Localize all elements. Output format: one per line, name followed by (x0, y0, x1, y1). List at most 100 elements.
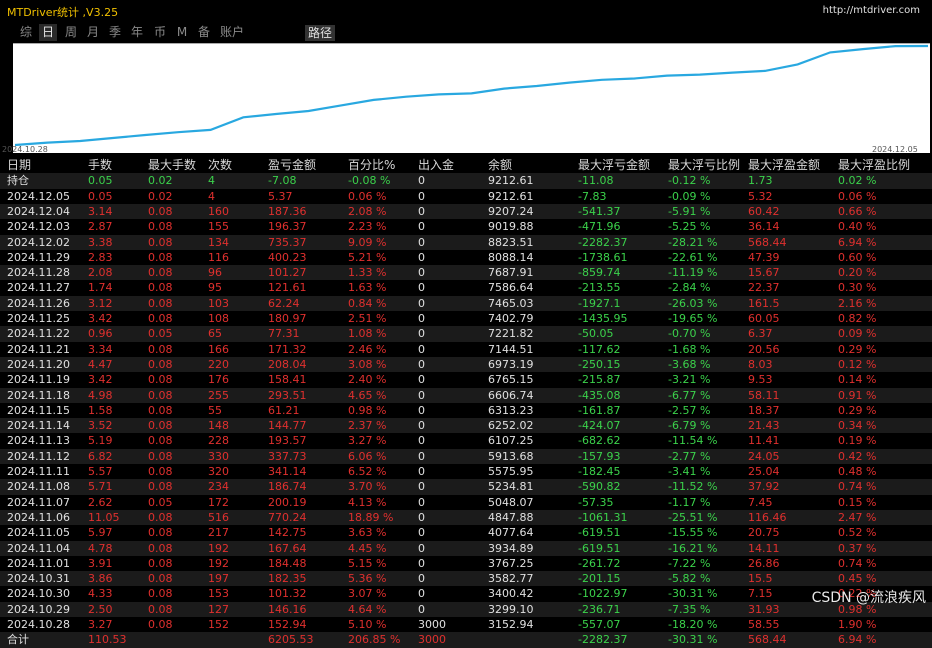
table-cell: -3.21 % (668, 373, 711, 387)
table-cell: 0.42 % (838, 449, 877, 463)
table-cell: 0 (418, 556, 425, 570)
table-cell: 6205.53 (268, 633, 314, 647)
table-cell: -16.21 % (668, 541, 718, 555)
table-row[interactable]: 2024.11.04 4.78 0.08 192 167.64 4.45 % 0 3934.8… (0, 540, 932, 556)
path-button[interactable]: 路径 (305, 25, 335, 41)
table-cell: -11.52 % (668, 480, 718, 494)
table-cell: 持仓 (7, 174, 29, 188)
table-cell: -435.08 (578, 388, 621, 402)
table-cell: -1061.31 (578, 510, 628, 524)
table-row[interactable]: 2024.12.02 3.38 0.08 134 735.37 9.09 % 0 8823.5… (0, 234, 932, 250)
website-link[interactable]: http://mtdriver.com (822, 5, 920, 16)
table-row[interactable]: 2024.11.05 5.97 0.08 217 142.75 3.63 % 0 4077.6… (0, 525, 932, 540)
table-cell: 0.08 (148, 281, 173, 295)
table-row[interactable]: 2024.10.28 3.27 0.08 152 152.94 5.10 % 3000 315… (0, 617, 932, 632)
table-cell: 3.86 (88, 572, 113, 586)
table-cell: 187.36 (268, 204, 307, 218)
table-row[interactable]: 2024.11.15 1.58 0.08 55 61.21 0.98 % 0 6313.23 -… (0, 403, 932, 418)
table-cell: 184.48 (268, 556, 307, 570)
table-header: 日期 手数 最大手数 次数 盈亏金额 百分比% 出入金 余额 最大浮亏金额 最大浮亏比例 最大浮盈金… (0, 158, 932, 173)
table-cell: 0.06 % (838, 189, 877, 203)
tab-4[interactable]: 季 (108, 25, 121, 39)
table-row[interactable]: 2024.11.12 6.82 0.08 330 337.73 6.06 % 0 5913.6… (0, 448, 932, 464)
table-cell: 0.08 (148, 541, 173, 555)
table-cell: 0.08 (148, 526, 173, 540)
table-row[interactable]: 2024.11.13 5.19 0.08 228 193.57 3.27 % 0 6107.2… (0, 433, 932, 448)
table-cell: 5.57 (88, 465, 113, 478)
tab-3[interactable]: 月 (86, 25, 99, 39)
table-cell: 0 (418, 480, 425, 494)
table-cell: 116 (208, 250, 229, 264)
table-cell: 22.37 (748, 281, 780, 295)
table-row[interactable]: 2024.11.08 5.71 0.08 234 186.74 3.70 % 0 5234.8… (0, 479, 932, 495)
table-cell: 0 (418, 495, 425, 509)
tab-5[interactable]: 年 (130, 25, 143, 39)
table-cell: 62.24 (268, 296, 300, 310)
table-row[interactable]: 2024.10.31 3.86 0.08 197 182.35 5.36 % 0 3582.7… (0, 571, 932, 587)
table-row[interactable]: 2024.11.14 3.52 0.08 148 144.77 2.37 % 0 6252.0… (0, 418, 932, 434)
table-cell: 134 (208, 235, 229, 249)
table-cell: 5.21 % (348, 250, 387, 264)
table-cell: -25.51 % (668, 510, 718, 524)
table-row[interactable]: 2024.10.30 4.33 0.08 153 101.32 3.07 % 0 3400.4… (0, 586, 932, 601)
table-row[interactable]: 2024.11.21 3.34 0.08 166 171.32 2.46 % 0 7144.5… (0, 342, 932, 357)
table-cell: 2.37 % (348, 419, 387, 433)
table-row[interactable]: 2024.11.07 2.62 0.05 172 200.19 4.13 % 0 5048.0… (0, 495, 932, 510)
table-cell: 3.08 % (348, 357, 387, 371)
tab-2[interactable]: 周 (64, 25, 77, 39)
table-cell: 3299.10 (488, 602, 534, 616)
table-row[interactable]: 2024.12.04 3.14 0.08 160 187.36 2.08 % 0 9207.2… (0, 203, 932, 220)
table-row[interactable]: 2024.11.29 2.83 0.08 116 400.23 5.21 % 0 8088.1… (0, 250, 932, 265)
table-cell: 6107.25 (488, 434, 534, 448)
total-row[interactable]: 合计 110.53 6205.53 206.85 % 3000 -2282.37 -30.3… (0, 632, 932, 648)
table-row[interactable]: 2024.11.26 3.12 0.08 103 62.24 0.84 % 0 7465.03… (0, 295, 932, 311)
table-row[interactable]: 2024.11.18 4.98 0.08 255 293.51 4.65 % 0 6606.7… (0, 387, 932, 403)
table-row[interactable]: 2024.11.20 4.47 0.08 220 208.04 3.08 % 0 6973.1… (0, 356, 932, 373)
table-cell: 55 (208, 403, 222, 417)
table-row[interactable]: 2024.11.11 5.57 0.08 320 341.14 6.52 % 0 5575.9… (0, 464, 932, 479)
holding-row[interactable]: 持仓 0.05 0.02 4 -7.08 -0.08 % 0 9212.61 -11.08 -0.… (0, 173, 932, 189)
table-cell: 0.08 (148, 587, 173, 601)
table-cell: 0.12 % (838, 357, 877, 371)
table-cell: 4847.88 (488, 510, 534, 524)
table-cell: -6.77 % (668, 388, 711, 402)
table-cell: 110.53 (88, 633, 127, 647)
table-cell: -859.74 (578, 266, 621, 280)
table-cell: 20.56 (748, 342, 780, 356)
table-cell: 1.08 % (348, 327, 387, 341)
table-cell: -26.03 % (668, 296, 718, 310)
table-row[interactable]: 2024.11.22 0.96 0.05 65 77.31 1.08 % 0 7221.82 -… (0, 326, 932, 342)
tab-7[interactable]: M (176, 25, 188, 39)
table-cell: 9212.61 (488, 189, 534, 203)
table-row[interactable]: 2024.11.19 3.42 0.08 176 158.41 2.40 % 0 6765.1… (0, 372, 932, 387)
table-row[interactable]: 2024.12.05 0.05 0.02 4 5.37 0.06 % 0 9212.61 -7.… (0, 189, 932, 204)
table-row[interactable]: 2024.11.25 3.42 0.08 108 180.97 2.51 % 0 7402.7… (0, 311, 932, 326)
table-cell: 5048.07 (488, 495, 534, 509)
table-row[interactable]: 2024.10.29 2.50 0.08 127 146.16 4.64 % 0 3299.1… (0, 601, 932, 617)
tab-1[interactable]: 日 (39, 24, 57, 41)
table-cell: 3.07 % (348, 587, 387, 601)
table-cell: 7465.03 (488, 296, 534, 310)
table-cell: 153 (208, 587, 229, 601)
table-row[interactable]: 2024.11.28 2.08 0.08 96 101.27 1.33 % 0 7687.91… (0, 265, 932, 281)
tab-0[interactable]: 综 (19, 25, 32, 39)
table-row[interactable]: 2024.11.01 3.91 0.08 192 184.48 5.15 % 0 3767.2… (0, 556, 932, 571)
table-cell: -0.70 % (668, 327, 711, 341)
table-cell: 0 (418, 602, 425, 616)
table-row[interactable]: 2024.11.06 11.05 0.08 516 770.24 18.89 % 0 4847… (0, 509, 932, 526)
table-cell: -424.07 (578, 419, 621, 433)
table-cell: 2024.10.31 (7, 572, 70, 586)
table-cell: 3152.94 (488, 618, 534, 631)
table-cell: 2.08 % (348, 204, 387, 218)
tab-9[interactable]: 账户 (219, 25, 244, 39)
tab-8[interactable]: 备 (197, 25, 210, 39)
table-cell: 2024.11.26 (7, 296, 70, 310)
tab-6[interactable]: 币 (153, 25, 166, 39)
table-cell: 144.77 (268, 419, 307, 433)
table-cell: 158.41 (268, 373, 307, 387)
table-row[interactable]: 2024.12.03 2.87 0.08 155 196.37 2.23 % 0 9019.8… (0, 219, 932, 234)
table-row[interactable]: 2024.11.27 1.74 0.08 95 121.61 1.63 % 0 7586.64… (0, 280, 932, 295)
table-cell: 2024.11.11 (7, 465, 70, 478)
table-cell: 15.5 (748, 572, 773, 586)
table-cell: 568.44 (748, 235, 787, 249)
